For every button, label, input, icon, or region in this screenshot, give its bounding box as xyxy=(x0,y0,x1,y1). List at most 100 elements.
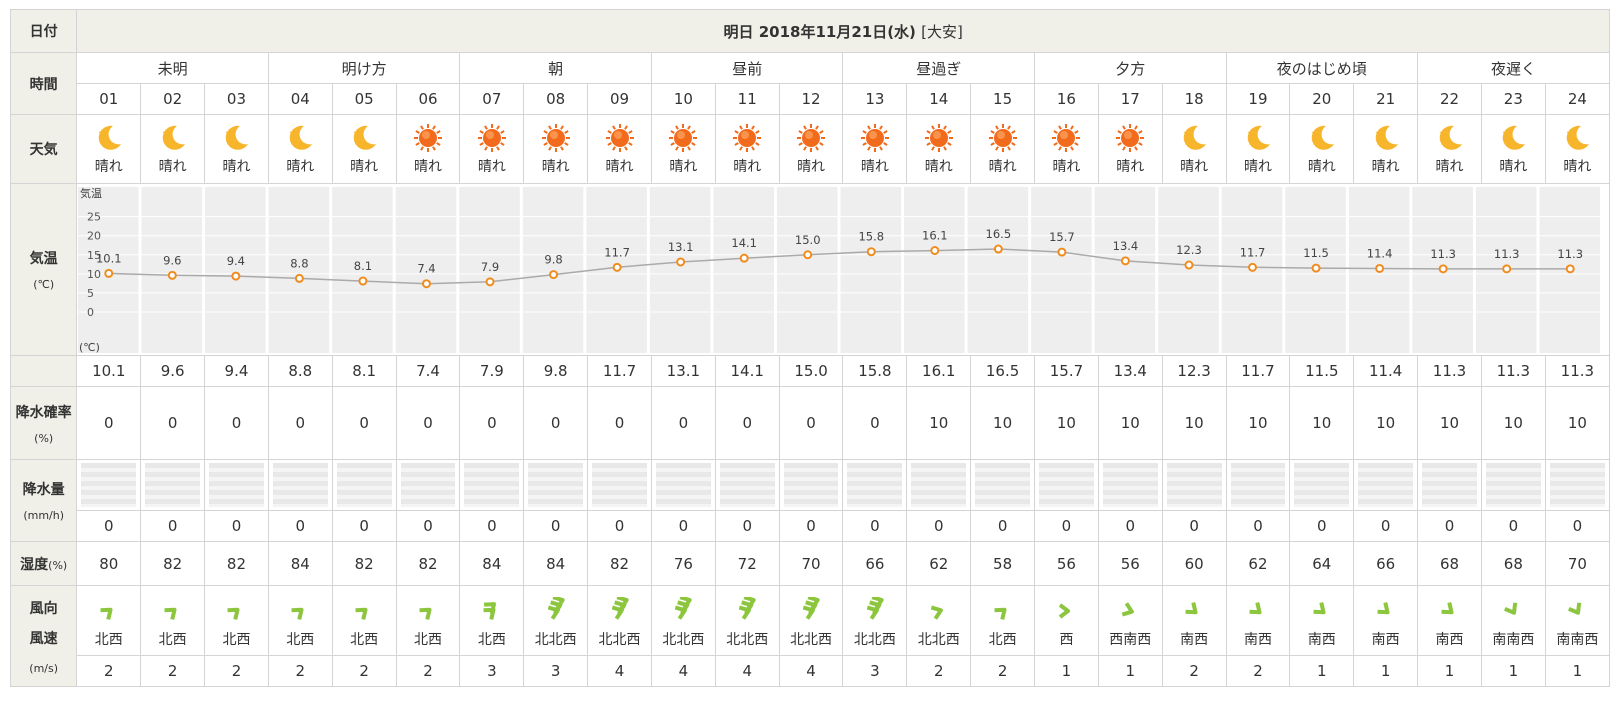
precip-amount-value: 0 xyxy=(1417,510,1482,542)
temp-value: 11.3 xyxy=(1417,355,1482,387)
precip-amount-value: 0 xyxy=(1480,510,1546,542)
temperature-data-label: 14.1 xyxy=(732,236,758,250)
chart-column-bg xyxy=(1031,186,1093,353)
wind-cell: 北西 xyxy=(140,585,206,656)
wind-speed-value: 4 xyxy=(587,655,652,687)
chart-column-bg xyxy=(459,186,521,353)
weather-cell: 晴れ xyxy=(842,114,908,184)
wind-dir-label: 風向 xyxy=(29,600,58,617)
precip-bar xyxy=(272,463,328,507)
wind-arrow-icon xyxy=(1163,597,1225,625)
weather-cell: 晴れ xyxy=(140,114,206,184)
weather-cell: 晴れ xyxy=(395,114,461,184)
precip-bar-cell xyxy=(650,459,716,511)
chart-column-bg xyxy=(904,186,965,353)
weather-label-text: 晴れ xyxy=(158,159,187,175)
moon-icon xyxy=(333,122,395,154)
humidity-value: 82 xyxy=(204,541,269,586)
humidity-value: 82 xyxy=(140,541,206,586)
precip-amount-value: 0 xyxy=(76,510,142,542)
temperature-data-label: 13.1 xyxy=(668,239,694,253)
temperature-data-label: 7.9 xyxy=(481,259,499,273)
temp-value: 10.1 xyxy=(76,355,142,387)
wind-cell: 北北西 xyxy=(842,585,908,656)
rokuyo-label: [大安] xyxy=(921,22,963,41)
moon-icon xyxy=(1227,122,1289,154)
temp-value: 11.5 xyxy=(1289,355,1355,387)
chart-column-bg xyxy=(840,186,902,353)
weather-cell: 晴れ xyxy=(523,114,589,184)
temperature-point xyxy=(803,249,813,259)
weather-cell: 晴れ xyxy=(1034,114,1099,184)
hour-cell: 22 xyxy=(1417,83,1482,115)
precip-bar xyxy=(783,463,839,507)
humidity-value: 72 xyxy=(714,541,780,586)
temperature-point xyxy=(104,268,114,278)
precip-bar-cell xyxy=(1097,459,1163,511)
hour-cell: 09 xyxy=(587,83,652,115)
wind-direction: 西 xyxy=(1059,631,1074,648)
wind-direction: 南南西 xyxy=(1556,631,1599,648)
wind-cell: 南西 xyxy=(1353,585,1419,656)
precip-prob-value: 10 xyxy=(1353,386,1419,460)
temp-value: 16.5 xyxy=(970,355,1036,387)
precip-bar-cell xyxy=(1353,459,1419,511)
temperature-point xyxy=(676,256,686,266)
temperature-point xyxy=(1248,262,1258,272)
precip-bar xyxy=(1358,463,1414,507)
temperature-data-label: 11.4 xyxy=(1367,246,1393,260)
period-cell: 夜遅く xyxy=(1417,52,1610,84)
wind-speed-value: 3 xyxy=(523,655,589,687)
wind-cell: 北西 xyxy=(970,585,1036,656)
precip-prob-value: 0 xyxy=(267,386,333,460)
precip-amount-value: 0 xyxy=(331,510,397,542)
wind-direction: 南西 xyxy=(1180,631,1209,648)
humidity-value: 84 xyxy=(459,541,525,586)
sun-icon xyxy=(461,122,523,154)
period-cell: 昼前 xyxy=(650,52,844,84)
wind-unit: (m/s) xyxy=(29,661,59,675)
temperature-point xyxy=(295,273,305,283)
temperature-point xyxy=(231,271,241,281)
moon-icon xyxy=(1163,122,1225,154)
temperature-line xyxy=(109,247,1571,284)
sun-icon xyxy=(844,122,906,154)
temp-label: 気温 xyxy=(29,251,58,267)
hour-cell: 08 xyxy=(523,83,589,115)
hour-cell: 23 xyxy=(1480,83,1546,115)
wind-arrow-icon xyxy=(461,597,523,625)
humidity-value: 82 xyxy=(331,541,397,586)
chart-column-bg xyxy=(332,186,394,353)
precip-bar xyxy=(528,463,584,507)
weather-label-text: 晴れ xyxy=(286,159,315,175)
temperature-data-label: 11.7 xyxy=(1240,245,1266,259)
weather-cell: 晴れ xyxy=(1544,114,1611,184)
weather-cell: 晴れ xyxy=(1097,114,1163,184)
humidity-label-cell: 湿度(%) xyxy=(9,541,78,586)
hour-cell: 24 xyxy=(1544,83,1611,115)
precip-amount-value: 0 xyxy=(842,510,908,542)
sun-icon xyxy=(1036,122,1098,154)
period-cell: 朝 xyxy=(459,52,652,84)
sun-icon xyxy=(908,122,970,154)
wind-speed-value: 1 xyxy=(1097,655,1163,687)
wind-cell: 北西 xyxy=(267,585,333,656)
wind-arrow-icon xyxy=(589,594,651,625)
hour-cell: 14 xyxy=(906,83,972,115)
hour-cell: 05 xyxy=(331,83,397,115)
wind-cell: 北西 xyxy=(395,585,461,656)
precip-amount-value: 0 xyxy=(650,510,716,542)
precip-amount-value: 0 xyxy=(1097,510,1163,542)
wind-arrow-icon xyxy=(972,597,1034,625)
wind-cell: 北北西 xyxy=(714,585,780,656)
precip-prob-value: 10 xyxy=(1161,386,1227,460)
period-cell: 夜のはじめ頃 xyxy=(1225,52,1419,84)
moon-icon xyxy=(78,122,140,154)
temp-value: 8.8 xyxy=(267,355,333,387)
wind-cell: 西南西 xyxy=(1097,585,1163,656)
wind-arrow-icon xyxy=(844,594,906,625)
temperature-point xyxy=(1566,263,1576,273)
weather-cell: 晴れ xyxy=(459,114,525,184)
weather-label-text: 晴れ xyxy=(541,159,570,175)
precip-amount-value: 0 xyxy=(140,510,206,542)
